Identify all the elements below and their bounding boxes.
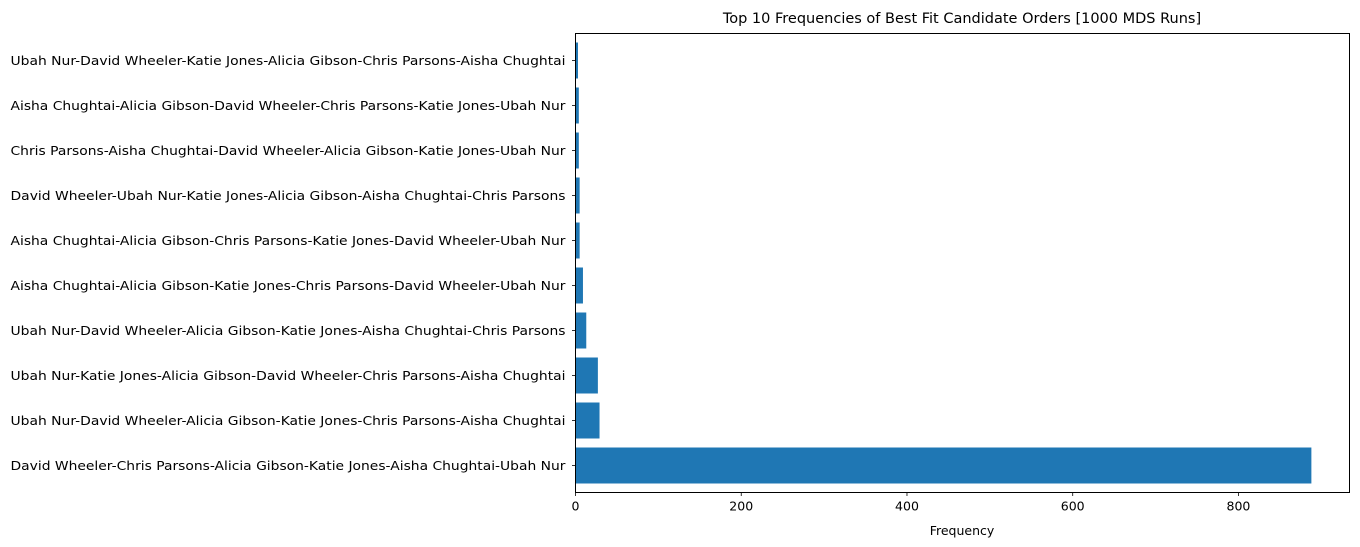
y-tick-label: David Wheeler-Chris Parsons-Alicia Gibso… xyxy=(11,458,567,473)
bar xyxy=(575,42,578,79)
bar xyxy=(575,177,580,214)
bar xyxy=(575,132,579,169)
y-tick-label: Ubah Nur-David Wheeler-Katie Jones-Alici… xyxy=(11,53,566,68)
bar xyxy=(575,87,579,124)
x-tick-label: 0 xyxy=(572,499,580,514)
y-tick-label: Aisha Chughtai-Alicia Gibson-Chris Parso… xyxy=(11,233,567,248)
y-tick-label: Aisha Chughtai-Alicia Gibson-Katie Jones… xyxy=(11,278,567,293)
bar xyxy=(575,402,600,439)
bar xyxy=(575,357,598,394)
y-tick-label: Chris Parsons-Aisha Chughtai-David Wheel… xyxy=(11,143,567,158)
bar xyxy=(575,222,580,259)
y-tick-label: Ubah Nur-Katie Jones-Alicia Gibson-David… xyxy=(11,368,566,383)
bar xyxy=(575,447,1312,484)
y-tick-label: David Wheeler-Ubah Nur-Katie Jones-Alici… xyxy=(11,188,566,203)
x-tick-label: 600 xyxy=(1061,499,1085,514)
y-tick-label: Ubah Nur-David Wheeler-Alicia Gibson-Kat… xyxy=(11,413,566,428)
x-tick-label: 200 xyxy=(729,499,753,514)
x-tick-label: 400 xyxy=(895,499,919,514)
y-tick-label: Ubah Nur-David Wheeler-Alicia Gibson-Kat… xyxy=(11,323,566,338)
y-tick-labels: David Wheeler-Chris Parsons-Alicia Gibso… xyxy=(11,53,576,473)
x-axis-label: Frequency xyxy=(930,523,995,538)
x-tick-label: 800 xyxy=(1227,499,1251,514)
chart-title: Top 10 Frequencies of Best Fit Candidate… xyxy=(722,11,1201,27)
plot-frame xyxy=(575,33,1350,493)
bar xyxy=(575,312,587,349)
bar xyxy=(575,267,583,304)
bars-group xyxy=(575,42,1312,484)
x-axis-ticks: 0 200 400 600 800 xyxy=(572,492,1251,514)
y-tick-label: Aisha Chughtai-Alicia Gibson-David Wheel… xyxy=(11,98,567,113)
